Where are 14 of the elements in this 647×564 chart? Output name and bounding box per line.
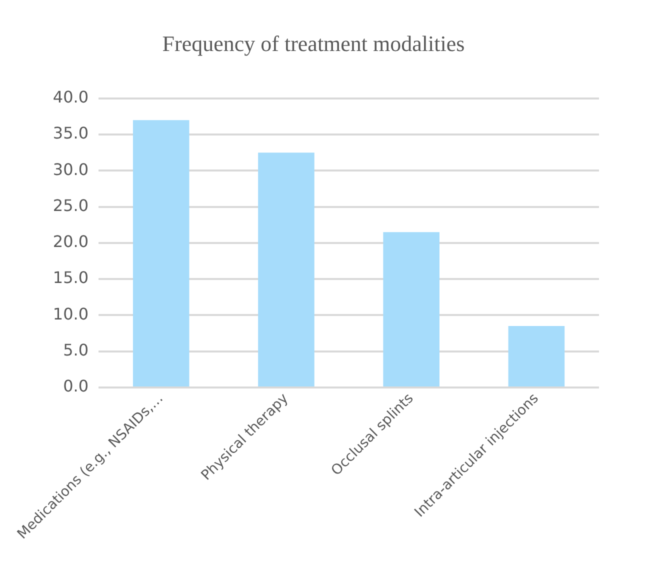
y-tick-label: 35.0 — [52, 124, 89, 143]
y-tick-label: 40.0 — [52, 88, 89, 107]
y-tick-label: 15.0 — [52, 268, 89, 288]
bar — [258, 152, 314, 386]
y-tick-label: 10.0 — [52, 304, 89, 324]
y-tick-label: 5.0 — [63, 340, 89, 360]
bar — [132, 120, 190, 386]
y-tick-label: 25.0 — [52, 196, 89, 215]
chart-title: Frequency of treatment modalities — [162, 30, 465, 56]
y-tick-label: 30.0 — [52, 160, 89, 179]
y-tick-label: 20.0 — [52, 232, 89, 252]
bar — [508, 326, 565, 386]
bar — [383, 232, 440, 386]
y-tick-label: 0.0 — [63, 376, 89, 396]
